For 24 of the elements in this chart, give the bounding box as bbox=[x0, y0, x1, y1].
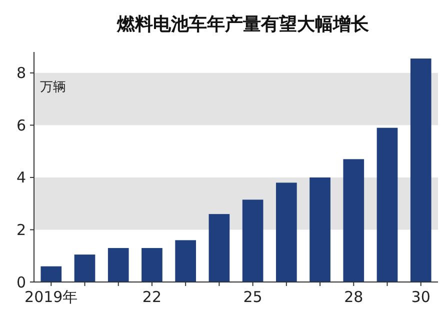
bar bbox=[276, 182, 297, 282]
bar bbox=[175, 240, 196, 282]
x-tick-label: 2019年 bbox=[24, 288, 78, 306]
y-tick-label: 8 bbox=[16, 64, 26, 82]
bar bbox=[40, 266, 62, 282]
y-tick-label: 4 bbox=[16, 168, 26, 187]
y-tick-label: 6 bbox=[16, 116, 26, 134]
bar bbox=[208, 214, 230, 282]
bar bbox=[410, 58, 432, 282]
x-tick-label: 22 bbox=[142, 288, 162, 306]
x-tick-label: 25 bbox=[243, 288, 262, 306]
bar bbox=[310, 177, 330, 282]
bar bbox=[108, 248, 129, 282]
bar bbox=[74, 254, 96, 282]
bar bbox=[343, 159, 364, 282]
x-tick-label: 28 bbox=[344, 288, 364, 306]
y-tick-label: 2 bbox=[16, 220, 26, 239]
bar bbox=[242, 200, 264, 282]
chart-title: 燃料电池车年产量有望大幅增长 bbox=[116, 14, 370, 35]
y-tick-label: 0 bbox=[16, 273, 26, 292]
y-axis-title: 万辆 bbox=[40, 80, 66, 95]
x-tick-label: 30 bbox=[411, 288, 430, 306]
bar bbox=[376, 128, 398, 282]
bar bbox=[142, 248, 162, 282]
